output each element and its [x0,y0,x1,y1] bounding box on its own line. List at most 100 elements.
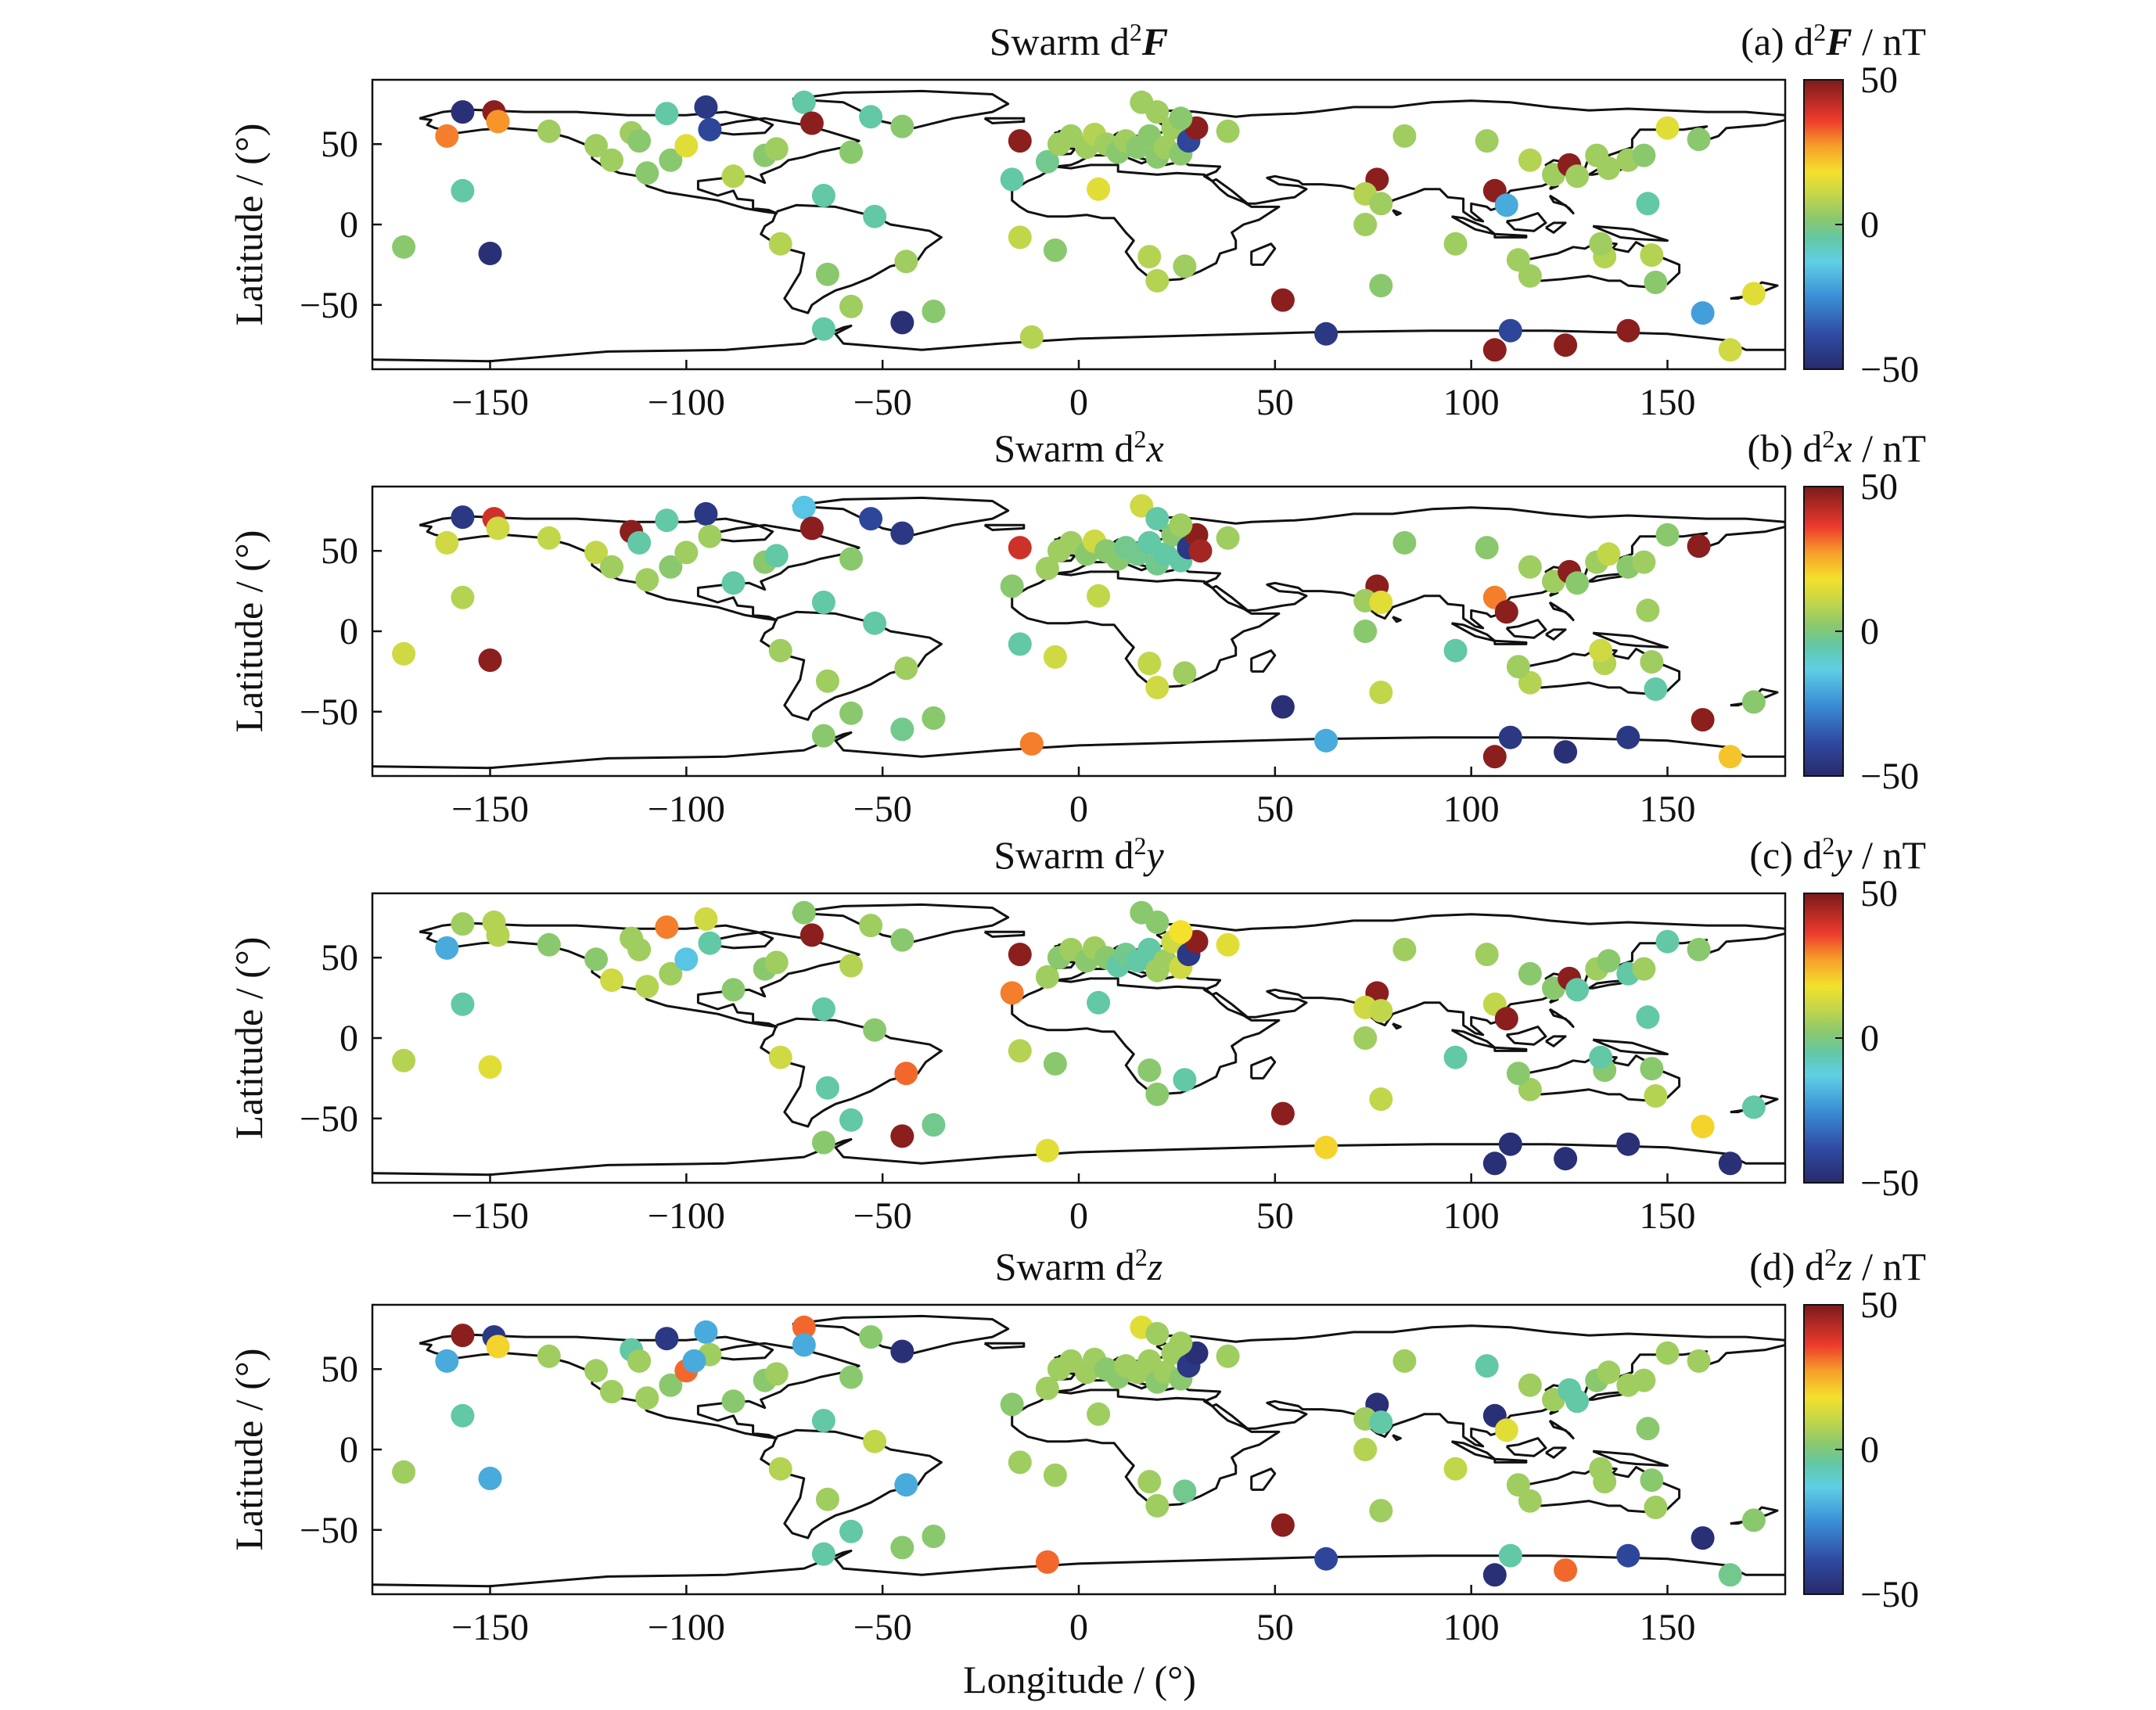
data-point [1718,1151,1742,1176]
data-point [815,1076,839,1100]
data-point [1314,1135,1339,1159]
coastline [1011,163,1281,282]
data-point [768,232,792,256]
data-point [800,516,824,541]
data-point [1137,1470,1162,1494]
data-point [890,114,915,138]
coastline [1011,1388,1281,1507]
coastline [1450,1440,1497,1460]
data-point [894,250,918,274]
y-tick-label: −50 [300,692,358,733]
data-point [800,923,824,947]
x-tick-label: −150 [451,1607,529,1648]
data-point [1597,1360,1621,1385]
x-tick-label: −50 [853,382,912,423]
data-point [1443,1045,1468,1069]
coastline [983,1342,1026,1349]
data-point [839,1365,863,1389]
data-point [1616,725,1640,749]
data-point [1000,1392,1024,1417]
data-point [1043,1051,1067,1076]
plot-frame [371,1303,1787,1596]
x-tick-label: 50 [1256,382,1294,423]
coastline [1450,622,1497,642]
coastline [419,108,861,215]
data-point [1145,675,1170,699]
data-point [890,1339,915,1363]
coastline [1548,194,1575,215]
data-point [1087,584,1111,608]
coastline [372,731,1785,770]
data-point [655,915,679,939]
data-point [635,975,659,999]
data-point [1019,325,1044,349]
data-point [1616,1543,1640,1568]
data-point [537,119,561,143]
x-tick-label: 100 [1443,382,1500,423]
map-layer [372,1314,1785,1588]
colorbar-tick-label: −50 [1860,1162,1919,1204]
data-point [584,541,608,565]
data-point [451,100,475,124]
coastline [1450,215,1497,235]
data-point [863,1018,887,1042]
data-point [451,178,475,203]
data-point [1169,106,1193,131]
coastline [1250,242,1277,266]
data-point [1554,1558,1578,1582]
data-point [894,1473,918,1497]
data-point [1216,119,1240,143]
data-point [922,1113,946,1137]
coastline [1250,649,1277,673]
data-point [1000,574,1024,598]
x-tick-label: −100 [648,1607,725,1648]
data-point [486,110,510,134]
x-tick-label: −100 [648,382,725,423]
data-point [1043,645,1067,669]
y-tick-label: −50 [300,1098,358,1140]
data-point [1632,957,1656,981]
data-point [694,95,718,119]
data-point [674,947,699,972]
data-point [435,936,459,960]
plot-frame [371,485,1787,778]
data-point [584,134,608,158]
data-point [1482,338,1507,362]
data-point [890,1124,915,1148]
data-point [1640,1057,1664,1081]
data-point [1369,999,1393,1023]
data-point [1506,1062,1530,1086]
data-point [839,547,863,571]
data-point [1741,282,1766,306]
data-point [1270,1101,1295,1126]
data-point [451,505,475,530]
data-point [1216,1344,1240,1368]
data-point [537,526,561,550]
data-point [451,585,475,609]
data-point [1369,274,1393,298]
data-point [1270,288,1295,312]
data-point [1632,550,1656,574]
data-point [1008,536,1032,560]
data-point [655,102,679,126]
data-point [1137,245,1162,269]
data-point [1216,932,1240,957]
data-point [1475,1354,1499,1378]
coastline [1505,212,1547,232]
data-point [1353,1026,1378,1050]
y-axis-label: Latitude / (°) [227,937,271,1140]
data-point [1644,677,1668,701]
data-point [600,968,623,992]
colorbar-tick-label: −50 [1860,1574,1919,1615]
data-point [894,656,918,681]
data-point [1369,681,1393,705]
data-point [627,129,652,153]
data-point [1130,494,1154,518]
data-point [890,717,915,742]
data-point [721,978,746,1002]
y-tick-label: 0 [340,611,358,652]
data-point [1173,661,1197,685]
data-point [659,148,683,172]
x-tick-label: 0 [1069,1195,1088,1237]
